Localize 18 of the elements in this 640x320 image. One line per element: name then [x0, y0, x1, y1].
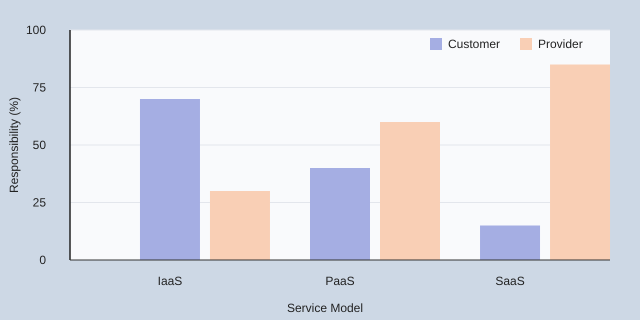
x-axis-title: Service Model	[286, 301, 364, 315]
bar	[140, 99, 200, 260]
x-tick-label: SaaS	[495, 274, 525, 288]
y-tick-label: 100	[26, 23, 46, 38]
bar	[380, 122, 440, 260]
legend-label: Customer	[448, 37, 500, 52]
x-tick-label: IaaS	[158, 274, 182, 288]
bar	[550, 64, 610, 260]
y-tick-label: 50	[32, 138, 46, 152]
bar	[210, 191, 270, 260]
x-tick-label: PaaS	[325, 274, 355, 288]
bar	[310, 168, 370, 260]
legend-label: Provider	[538, 37, 583, 52]
bar	[480, 226, 540, 260]
y-tick-label: 0	[39, 253, 46, 268]
y-axis-title: Responsibility (%)	[7, 96, 21, 194]
y-tick-label: 25	[32, 196, 46, 210]
y-tick-label: 75	[32, 80, 46, 95]
